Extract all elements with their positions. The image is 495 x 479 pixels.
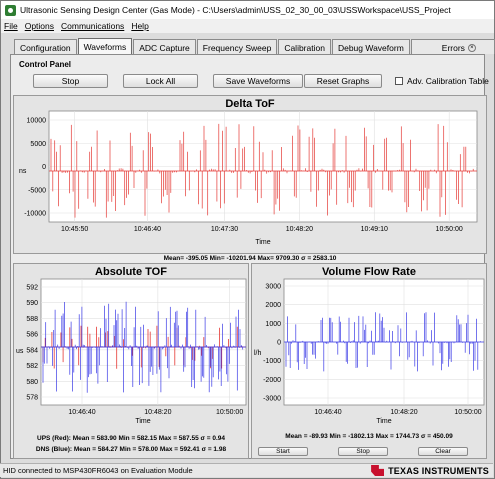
window-title: Ultrasonic Sensing Design Center (Gas Mo… bbox=[20, 5, 451, 15]
y-tick-label: 3000 bbox=[265, 284, 281, 291]
x-tick-label: 10:49:10 bbox=[361, 226, 388, 233]
menu-bar: File Options Communications Help bbox=[1, 19, 494, 33]
flow-stop-button[interactable]: Stop bbox=[338, 447, 388, 456]
lock-all-button[interactable]: Lock All bbox=[123, 74, 198, 88]
ti-brand: TEXAS INSTRUMENTS bbox=[388, 465, 489, 476]
y-tick-label: -3000 bbox=[263, 396, 281, 403]
delta-tof-ylabel: ns bbox=[19, 168, 27, 175]
adv-calibration-label: Adv. Calibration Table bbox=[407, 76, 489, 86]
reset-graphs-button[interactable]: Reset Graphs bbox=[304, 74, 382, 88]
status-text: HID connected to MSP430FR6043 on Evaluat… bbox=[3, 466, 193, 475]
checkbox-box[interactable] bbox=[395, 77, 403, 85]
title-bar: Ultrasonic Sensing Design Center (Gas Mo… bbox=[1, 1, 494, 19]
tab-adc-capture[interactable]: ADC Capture bbox=[133, 39, 196, 54]
absolute-tof-xlabel: Time bbox=[135, 418, 150, 425]
y-tick-label: -1000 bbox=[263, 358, 281, 365]
menu-help[interactable]: Help bbox=[131, 21, 149, 31]
tab-frequency-sweep[interactable]: Frequency Sweep bbox=[196, 39, 278, 54]
volume-flow-ylabel: l/h bbox=[254, 350, 262, 357]
save-waveforms-button[interactable]: Save Waveforms bbox=[213, 74, 303, 88]
tab-errors-label: Errors bbox=[441, 42, 465, 53]
x-tick-label: 10:50:00 bbox=[216, 409, 243, 416]
close-icon[interactable]: × bbox=[467, 43, 476, 52]
tab-errors[interactable]: Errors × bbox=[410, 39, 495, 54]
x-tick-label: 10:46:40 bbox=[314, 409, 341, 416]
y-tick-label: 580 bbox=[26, 379, 38, 386]
control-panel-label: Control Panel bbox=[19, 60, 72, 69]
stop-button[interactable]: Stop bbox=[33, 74, 108, 88]
y-tick-label: 592 bbox=[26, 285, 38, 292]
tab-debug-waveform[interactable]: Debug Waveform bbox=[331, 39, 410, 54]
x-tick-label: 10:45:50 bbox=[61, 226, 88, 233]
delta-tof-chart: 10000 5000 0 -5000 -10000 10:45:50 10:46:40 10… bbox=[19, 110, 478, 246]
menu-options[interactable]: Options bbox=[24, 21, 54, 31]
y-tick-label: 588 bbox=[26, 316, 38, 323]
flow-start-button[interactable]: Start bbox=[258, 447, 308, 456]
volume-flow-xlabel: Time bbox=[376, 418, 391, 425]
y-tick-label: 1000 bbox=[265, 321, 281, 328]
y-tick-label: -2000 bbox=[263, 377, 281, 384]
y-tick-label: -5000 bbox=[28, 187, 46, 194]
adv-calibration-checkbox[interactable]: Adv. Calibration Table bbox=[395, 76, 489, 86]
tab-waveforms[interactable]: Waveforms bbox=[77, 38, 133, 54]
absolute-tof-ylabel: us bbox=[16, 348, 24, 355]
app-icon bbox=[5, 4, 16, 16]
flow-clear-button[interactable]: Clear bbox=[418, 447, 468, 456]
dns-stats: DNS (Blue): Mean = 584.27 Min = 578.00 M… bbox=[35, 446, 227, 453]
y-tick-label: 578 bbox=[26, 395, 38, 402]
y-tick-label: 582 bbox=[26, 363, 38, 370]
y-tick-label: 10000 bbox=[27, 118, 47, 125]
y-tick-label: 5000 bbox=[30, 141, 46, 148]
y-tick-label: 0 bbox=[277, 340, 281, 347]
volume-flow-stats: Mean = -89.93 Min = -1802.13 Max = 1744.… bbox=[285, 433, 453, 440]
x-tick-label: 10:48:20 bbox=[144, 409, 171, 416]
menu-file[interactable]: File bbox=[4, 21, 18, 31]
volume-flow-title: Volume Flow Rate bbox=[322, 266, 416, 278]
tab-bar: Configuration Waveforms ADC Capture Freq… bbox=[14, 38, 495, 54]
y-tick-label: 2000 bbox=[265, 302, 281, 309]
x-tick-label: 10:50:00 bbox=[436, 226, 463, 233]
ti-logo-icon bbox=[371, 465, 385, 476]
absolute-tof-chart: 592 590 588 586 584 582 580 578 10:46:40 10:48:2… bbox=[16, 278, 247, 425]
y-tick-label: -10000 bbox=[24, 211, 46, 218]
delta-tof-title: Delta ToF bbox=[225, 98, 275, 110]
absolute-tof-title: Absolute TOF bbox=[95, 266, 167, 278]
y-tick-label: 584 bbox=[26, 347, 38, 354]
status-bar: HID connected to MSP430FR6043 on Evaluat… bbox=[0, 463, 493, 477]
x-tick-label: 10:48:20 bbox=[286, 226, 313, 233]
x-tick-label: 10:47:30 bbox=[211, 226, 238, 233]
volume-flow-chart: 3000 2000 1000 0 -1000 -2000 -3000 10:46:40 10:… bbox=[254, 278, 485, 425]
tab-configuration[interactable]: Configuration bbox=[14, 39, 77, 54]
x-tick-label: 10:46:40 bbox=[134, 226, 161, 233]
ti-logo: TEXAS INSTRUMENTS bbox=[371, 465, 489, 476]
menu-communications[interactable]: Communications bbox=[61, 21, 125, 31]
x-tick-label: 10:48:20 bbox=[390, 409, 417, 416]
y-tick-label: 586 bbox=[26, 332, 38, 339]
delta-tof-stats: Mean= -395.05 Min= -10201.94 Max= 9709.3… bbox=[163, 255, 337, 262]
x-tick-label: 10:46:40 bbox=[68, 409, 95, 416]
tab-calibration[interactable]: Calibration bbox=[278, 39, 331, 54]
ups-stats: UPS (Red): Mean = 583.90 Min = 582.15 Ma… bbox=[37, 435, 225, 442]
y-tick-label: 0 bbox=[42, 164, 46, 171]
y-tick-label: 590 bbox=[26, 300, 38, 307]
delta-tof-xlabel: Time bbox=[255, 239, 270, 246]
x-tick-label: 10:50:00 bbox=[454, 409, 481, 416]
